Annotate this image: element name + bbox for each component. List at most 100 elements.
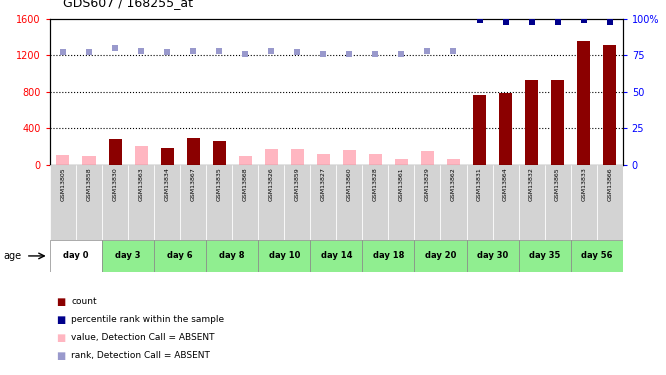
Bar — [519, 165, 545, 240]
Text: GSM13862: GSM13862 — [451, 167, 456, 201]
Point — [344, 51, 355, 57]
Point — [214, 48, 224, 54]
Text: GDS607 / 168255_at: GDS607 / 168255_at — [63, 0, 193, 9]
Text: count: count — [71, 297, 97, 306]
Bar — [83, 156, 95, 165]
Bar — [414, 165, 440, 240]
Bar — [388, 165, 414, 240]
Bar — [447, 159, 460, 165]
Bar — [258, 165, 284, 240]
Bar — [473, 94, 486, 165]
Bar — [440, 165, 466, 240]
Bar — [291, 150, 304, 165]
Text: GSM13864: GSM13864 — [503, 167, 508, 201]
Bar — [466, 240, 519, 272]
Text: day 35: day 35 — [529, 251, 560, 260]
Text: GSM13832: GSM13832 — [529, 167, 534, 201]
Bar — [603, 45, 616, 165]
Text: ■: ■ — [57, 333, 66, 343]
Text: GSM13859: GSM13859 — [295, 167, 300, 201]
Text: GSM13834: GSM13834 — [165, 167, 170, 201]
Bar — [76, 165, 102, 240]
Bar — [362, 240, 414, 272]
Point — [110, 45, 121, 51]
Bar — [362, 165, 388, 240]
Bar — [212, 141, 226, 165]
Point — [552, 19, 563, 25]
Point — [240, 51, 250, 57]
Bar — [57, 155, 69, 165]
Text: GSM13829: GSM13829 — [425, 167, 430, 201]
Text: day 6: day 6 — [167, 251, 193, 260]
Bar — [310, 165, 336, 240]
Text: GSM13863: GSM13863 — [139, 167, 144, 201]
Text: GSM13860: GSM13860 — [347, 167, 352, 201]
Text: GSM13828: GSM13828 — [373, 167, 378, 201]
Text: day 8: day 8 — [219, 251, 245, 260]
Point — [318, 51, 328, 57]
Text: GSM13835: GSM13835 — [216, 167, 222, 201]
Text: GSM13861: GSM13861 — [399, 167, 404, 201]
Text: ■: ■ — [57, 315, 66, 325]
Bar — [597, 165, 623, 240]
Point — [84, 50, 95, 55]
Bar — [109, 140, 121, 165]
Bar — [154, 240, 206, 272]
Bar — [284, 165, 310, 240]
Text: GSM13805: GSM13805 — [61, 167, 65, 201]
Bar — [571, 165, 597, 240]
Point — [136, 48, 147, 54]
Bar — [264, 150, 278, 165]
Bar — [310, 240, 362, 272]
Text: day 3: day 3 — [115, 251, 141, 260]
Text: day 10: day 10 — [268, 251, 300, 260]
Text: day 14: day 14 — [320, 251, 352, 260]
Text: GSM13868: GSM13868 — [242, 167, 248, 201]
Point — [604, 19, 615, 25]
Text: age: age — [3, 251, 21, 261]
Text: GSM13858: GSM13858 — [87, 167, 91, 201]
Bar — [571, 240, 623, 272]
Text: GSM13830: GSM13830 — [113, 167, 117, 201]
Bar — [317, 154, 330, 165]
Text: GSM13865: GSM13865 — [555, 167, 560, 201]
Bar — [421, 151, 434, 165]
Bar — [50, 240, 102, 272]
Bar — [135, 146, 148, 165]
Bar — [395, 159, 408, 165]
Text: GSM13826: GSM13826 — [269, 167, 274, 201]
Text: GSM13831: GSM13831 — [477, 167, 482, 201]
Text: percentile rank within the sample: percentile rank within the sample — [71, 315, 224, 324]
Bar — [206, 240, 258, 272]
Text: value, Detection Call = ABSENT: value, Detection Call = ABSENT — [71, 333, 214, 342]
Bar — [577, 41, 590, 165]
Text: rank, Detection Call = ABSENT: rank, Detection Call = ABSENT — [71, 351, 210, 360]
Bar — [154, 165, 180, 240]
Bar — [519, 240, 571, 272]
Bar — [102, 240, 154, 272]
Bar — [238, 156, 252, 165]
Bar — [128, 165, 154, 240]
Point — [422, 48, 433, 54]
Bar — [466, 165, 493, 240]
Bar — [206, 165, 232, 240]
Bar — [180, 165, 206, 240]
Bar — [545, 165, 571, 240]
Text: day 18: day 18 — [373, 251, 404, 260]
Text: GSM13866: GSM13866 — [607, 167, 612, 201]
Bar — [343, 150, 356, 165]
Bar — [493, 165, 519, 240]
Point — [292, 50, 302, 55]
Bar — [186, 138, 200, 165]
Bar — [551, 80, 564, 165]
Point — [58, 50, 69, 55]
Point — [526, 19, 537, 25]
Bar — [161, 148, 174, 165]
Point — [578, 17, 589, 23]
Bar — [258, 240, 310, 272]
Bar — [369, 154, 382, 165]
Bar — [336, 165, 362, 240]
Text: day 20: day 20 — [425, 251, 456, 260]
Point — [162, 50, 172, 55]
Point — [370, 51, 381, 57]
